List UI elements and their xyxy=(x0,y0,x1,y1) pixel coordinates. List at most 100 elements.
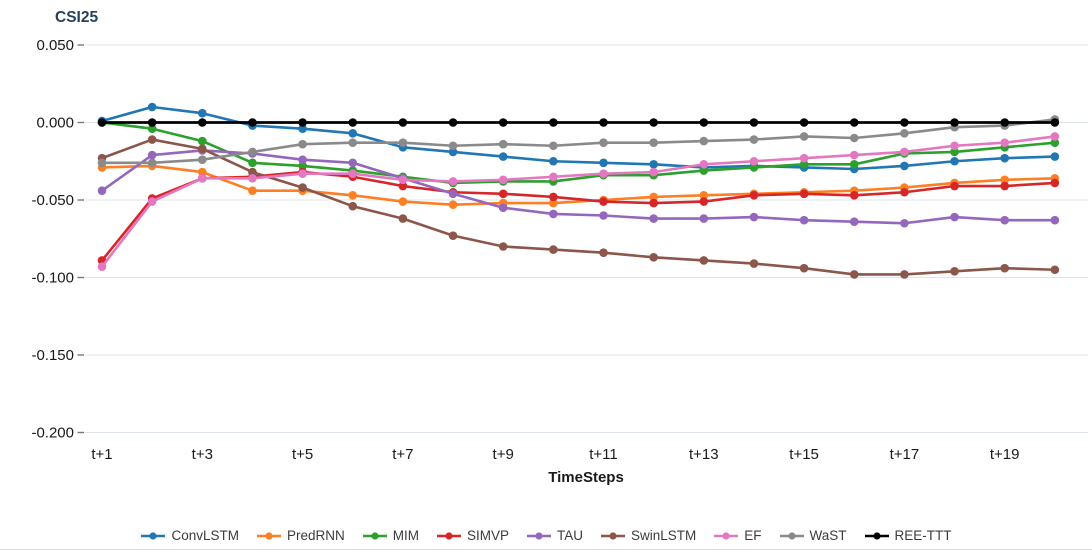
data-point xyxy=(498,189,508,199)
legend-item-predrnn[interactable]: PredRNN xyxy=(256,529,345,543)
legend-marker-icon xyxy=(864,532,889,540)
data-point xyxy=(699,191,709,200)
data-point xyxy=(699,214,709,223)
legend-label: PredRNN xyxy=(286,528,345,543)
data-point xyxy=(198,108,207,118)
data-point xyxy=(900,129,909,138)
x-axis-ticks: t+1 t+3 t+5 t+7 t+9 t+11 t+13 t+15 t+17 t+19 xyxy=(91,446,1019,463)
data-point xyxy=(97,118,107,127)
legend-item-simvp[interactable]: SIMVP xyxy=(436,529,509,543)
data-point xyxy=(147,158,157,168)
legend-item-ree-ttt[interactable]: REE-TTT xyxy=(864,529,952,543)
data-point xyxy=(97,186,107,195)
legend-item-tau[interactable]: TAU xyxy=(526,529,583,543)
data-point xyxy=(198,118,207,127)
y-tick-label: 0.000 xyxy=(36,115,74,132)
legend-item-wast[interactable]: WaST xyxy=(779,529,847,543)
series-line-swinlstm xyxy=(100,138,1057,276)
x-tick-label: t+15 xyxy=(789,446,819,463)
legend-item-ef[interactable]: EF xyxy=(713,528,762,543)
data-point xyxy=(147,150,157,160)
y-tick-label: -0.050 xyxy=(31,192,74,209)
x-tick-label: t+17 xyxy=(890,446,920,463)
series-line-simvp xyxy=(100,170,1057,262)
data-point xyxy=(799,263,809,273)
y-axis-ticks: 0.050 0.000 -0.050 -0.100 -0.150 -0.200 xyxy=(31,37,84,442)
data-point xyxy=(398,214,408,223)
data-point xyxy=(849,191,859,200)
data-point xyxy=(448,147,458,157)
data-point xyxy=(298,169,307,178)
data-point xyxy=(198,136,207,146)
data-point xyxy=(348,169,358,178)
x-axis-title: TimeSteps xyxy=(548,469,624,486)
data-point xyxy=(649,167,658,177)
data-point xyxy=(649,253,658,262)
data-point xyxy=(498,242,508,251)
data-point xyxy=(498,203,508,213)
x-tick-label: t+11 xyxy=(589,446,618,463)
data-point xyxy=(549,156,558,166)
series-line-convlstm xyxy=(100,105,1057,171)
data-point xyxy=(498,152,508,161)
legend-marker-icon xyxy=(362,532,387,540)
data-point xyxy=(900,147,909,157)
data-point xyxy=(1000,138,1009,147)
data-point xyxy=(699,118,709,127)
data-point xyxy=(1000,118,1009,127)
data-point xyxy=(900,118,909,127)
x-tick-label: t+13 xyxy=(689,446,719,463)
data-point xyxy=(649,214,658,223)
data-point xyxy=(799,189,809,199)
legend-marker-icon xyxy=(527,532,552,540)
legend-item-mim[interactable]: MIM xyxy=(362,529,419,543)
data-point xyxy=(599,211,608,220)
data-point xyxy=(849,217,859,226)
data-point xyxy=(749,135,759,144)
data-point xyxy=(398,197,408,206)
data-point xyxy=(448,200,458,209)
data-point xyxy=(1050,265,1060,275)
chart-plot-area: CSI25 0.050 0.000 -0.050 -0.100 -0.150 -0.200… xyxy=(31,9,1088,486)
data-point xyxy=(248,186,257,195)
legend-label: EF xyxy=(744,528,762,543)
series-line-ef xyxy=(100,135,1057,268)
series-ree-ttt xyxy=(97,118,1060,127)
legend-label: MIM xyxy=(392,528,419,543)
data-point xyxy=(348,191,358,200)
data-point xyxy=(398,118,408,127)
data-point xyxy=(799,215,809,225)
y-tick-label: 0.050 xyxy=(36,37,74,54)
data-point xyxy=(950,267,959,276)
data-point xyxy=(1050,132,1060,141)
data-point xyxy=(147,197,157,206)
data-point xyxy=(749,212,759,222)
data-point xyxy=(1000,215,1009,225)
data-point xyxy=(599,138,608,147)
data-point xyxy=(248,174,257,183)
data-point xyxy=(799,132,809,141)
data-point xyxy=(749,259,759,268)
data-point xyxy=(348,138,358,147)
data-point xyxy=(549,209,558,219)
data-point xyxy=(198,174,207,183)
data-point xyxy=(248,158,257,168)
data-point xyxy=(549,198,558,208)
data-point xyxy=(749,191,759,200)
data-point xyxy=(950,118,959,127)
data-point xyxy=(248,118,257,127)
data-point xyxy=(799,153,809,163)
legend-item-swinlstm[interactable]: SwinLSTM xyxy=(600,529,696,543)
data-point xyxy=(1000,181,1009,191)
data-point xyxy=(448,141,458,151)
data-point xyxy=(498,175,508,185)
data-point xyxy=(699,197,709,206)
legend-item-convlstm[interactable]: ConvLSTM xyxy=(140,529,239,543)
data-point xyxy=(248,147,257,157)
data-point xyxy=(398,181,408,191)
legend-marker-icon xyxy=(141,532,166,540)
x-tick-label: t+5 xyxy=(292,446,313,463)
x-tick-label: t+9 xyxy=(493,446,514,463)
series-wast xyxy=(97,115,1060,168)
x-tick-label: t+1 xyxy=(91,446,112,463)
